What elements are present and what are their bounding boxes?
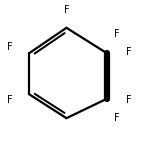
Text: F: F (7, 95, 13, 105)
Text: F: F (114, 113, 119, 123)
Text: F: F (114, 29, 119, 39)
Text: F: F (64, 5, 69, 15)
Text: F: F (126, 95, 132, 105)
Text: F: F (126, 47, 132, 57)
Text: F: F (7, 42, 13, 52)
